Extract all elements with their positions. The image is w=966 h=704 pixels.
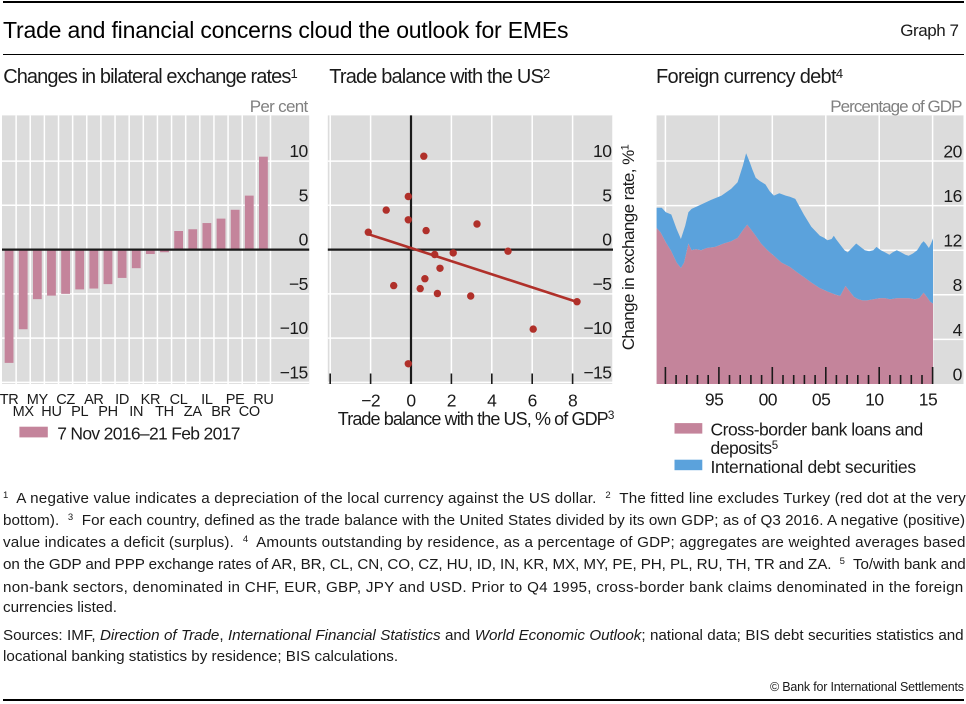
svg-text:−5: −5 [593,274,612,294]
svg-text:7 Nov 2016–21 Feb 2017: 7 Nov 2016–21 Feb 2017 [57,423,240,443]
svg-text:ID: ID [115,392,129,408]
svg-text:10: 10 [593,141,612,161]
svg-text:2: 2 [447,391,456,411]
svg-text:TR: TR [0,392,18,408]
svg-text:0: 0 [406,391,416,411]
svg-text:CZ: CZ [56,392,75,408]
svg-text:5: 5 [299,185,308,205]
svg-text:CL: CL [170,392,188,408]
svg-text:PH: PH [98,404,118,420]
svg-text:10: 10 [289,141,308,161]
svg-text:4: 4 [953,320,963,340]
svg-text:CO: CO [239,404,260,420]
svg-text:−10: −10 [280,318,309,338]
svg-text:−5: −5 [289,274,308,294]
svg-text:PL: PL [71,404,88,420]
svg-text:−15: −15 [583,363,611,383]
svg-text:8: 8 [568,391,577,411]
svg-text:ZA: ZA [184,404,203,420]
svg-text:8: 8 [953,275,962,295]
svg-text:BR: BR [211,404,231,420]
svg-text:PE: PE [226,392,245,408]
svg-text:MX: MX [13,404,35,420]
svg-text:10: 10 [865,390,884,410]
svg-text:−15: −15 [280,363,308,383]
svg-text:KR: KR [141,392,161,408]
svg-text:−2: −2 [361,391,380,411]
svg-text:0: 0 [953,364,963,384]
svg-text:12: 12 [943,231,961,251]
svg-text:deposits5: deposits5 [711,438,778,458]
svg-text:International debt securities: International debt securities [711,457,917,477]
svg-text:16: 16 [943,186,961,206]
svg-text:05: 05 [812,390,830,410]
svg-text:Cross-border bank loans and: Cross-border bank loans and [711,420,923,440]
svg-text:0: 0 [602,230,612,250]
svg-text:00: 00 [759,390,778,410]
svg-text:−10: −10 [583,318,612,338]
svg-text:6: 6 [528,391,537,411]
svg-text:5: 5 [602,185,611,205]
svg-text:20: 20 [943,141,962,161]
svg-text:RU: RU [253,392,273,408]
svg-text:TH: TH [155,404,174,420]
svg-text:0: 0 [299,230,309,250]
svg-text:95: 95 [705,390,723,410]
svg-text:15: 15 [919,390,937,410]
svg-text:IN: IN [129,404,143,420]
svg-text:AR: AR [84,392,104,408]
svg-text:IL: IL [201,392,213,408]
svg-text:4: 4 [487,391,497,411]
svg-text:MY: MY [27,392,49,408]
svg-text:Change in exchange rate, %1: Change in exchange rate, %1 [619,144,638,350]
svg-text:Trade balance with the US, % o: Trade balance with the US, % of GDP3 [338,408,615,429]
svg-text:HU: HU [41,404,61,420]
